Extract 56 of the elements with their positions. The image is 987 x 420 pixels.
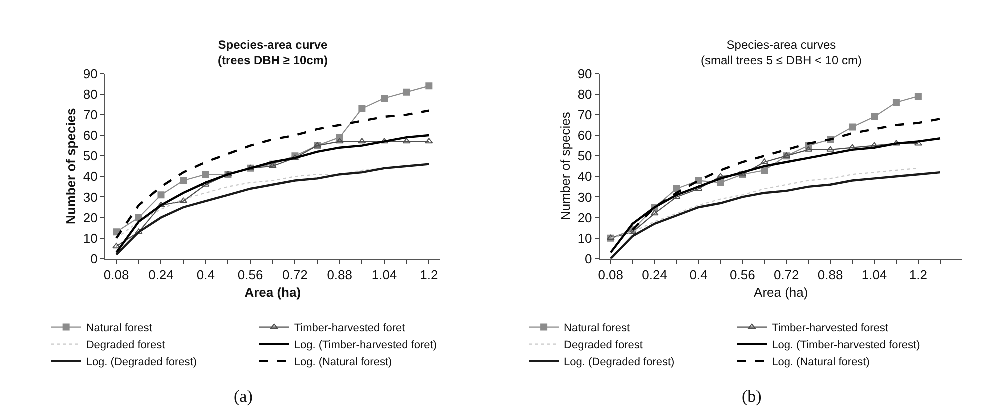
y-tick-label: 10	[578, 230, 592, 246]
chart-title: Species-area curve (trees DBH ≥ 10cm)	[218, 38, 328, 68]
y-tick-label: 40	[578, 169, 592, 184]
y-tick-label: 10	[83, 230, 98, 246]
y-tick-label: 0	[90, 251, 98, 266]
x-tick-label: 0.72	[282, 268, 308, 283]
y-axis-title: Number of species	[558, 112, 573, 221]
legend-label: Natural forest	[86, 322, 152, 335]
x-tick-label: 1.2	[420, 268, 438, 283]
legend-label: Log. (Timber-harvested forest)	[772, 340, 920, 352]
y-tick-label: 70	[83, 108, 98, 123]
x-tick-label: 0.08	[598, 268, 624, 283]
y-tick-label: 60	[83, 128, 98, 144]
x-tick-label: 0.08	[104, 268, 130, 283]
x-tick-label: 1.04	[862, 268, 888, 283]
y-tick-label: 60	[578, 128, 592, 144]
y-tick-label: 0	[585, 251, 592, 266]
legend-label: Degraded forest	[564, 340, 643, 352]
y-tick-label: 90	[83, 66, 98, 82]
legend-label: Degraded forest	[86, 340, 166, 352]
legend-label: Timber-harvested forest	[772, 322, 888, 335]
y-tick-label: 50	[578, 148, 592, 164]
legend-label: Log. (Timber-harvested foret)	[294, 340, 438, 352]
x-tick-label: 0.24	[642, 268, 668, 283]
legend-label: Timber-harvested foret	[294, 322, 406, 335]
y-tick-label: 20	[578, 210, 592, 226]
x-tick-label: 0.88	[327, 268, 353, 283]
y-tick-label: 30	[83, 190, 98, 205]
x-tick-label: 0.88	[818, 268, 844, 283]
y-tick-label: 50	[83, 148, 98, 164]
y-tick-label: 80	[83, 86, 98, 102]
x-tick-label: 0.4	[690, 268, 708, 283]
text: (b)	[742, 387, 762, 406]
x-axis-title: Area (ha)	[244, 285, 302, 300]
x-axis-title: Area (ha)	[754, 285, 808, 300]
x-tick-label: 0.4	[196, 268, 215, 283]
y-tick-label: 30	[578, 190, 592, 205]
x-tick-label: 0.56	[238, 268, 264, 283]
chart-title: Species-area curves (small trees 5 ≤ DBH < 10 cm)	[701, 38, 862, 68]
legend-label: Natural forest	[564, 322, 630, 335]
x-tick-label: 1.2	[909, 268, 928, 283]
y-axis-title: Number of species	[63, 108, 78, 225]
x-tick-label: 0.24	[148, 268, 174, 283]
y-tick-label: 80	[578, 86, 592, 102]
y-tick-label: 90	[578, 66, 592, 82]
legend-label: Log. (Degraded forest)	[564, 356, 675, 369]
y-tick-label: 20	[83, 210, 98, 226]
text: (a)	[234, 387, 253, 406]
y-tick-label: 40	[83, 169, 98, 184]
legend-label: Log. (Natural forest)	[294, 356, 392, 369]
x-tick-label: 0.72	[774, 268, 800, 283]
legend-label: Log. (Degraded forest)	[86, 356, 197, 369]
y-tick-label: 70	[578, 108, 592, 123]
legend-label: Log. (Natural forest)	[772, 356, 870, 369]
x-tick-label: 1.04	[372, 268, 398, 283]
x-tick-label: 0.56	[730, 268, 756, 283]
